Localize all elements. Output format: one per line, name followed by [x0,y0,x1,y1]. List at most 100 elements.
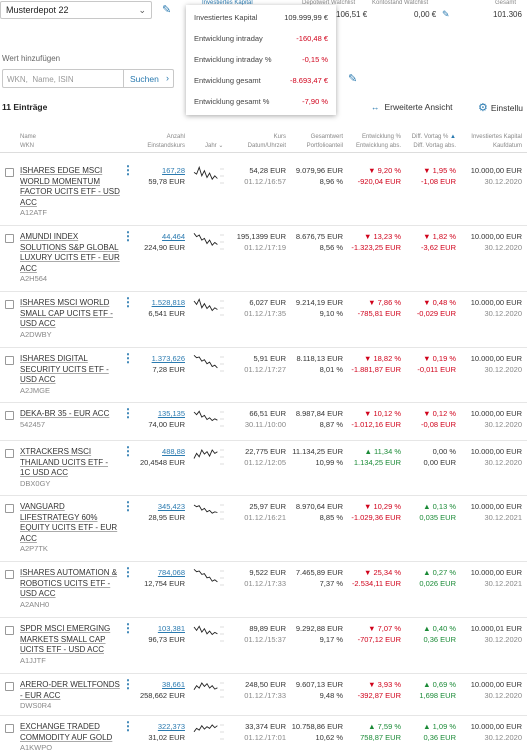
row-checkbox[interactable] [5,504,14,513]
entwicklung-cell: ▼ 7,86 % -785,81 EUR [357,298,401,318]
row-menu-icon[interactable]: ⋮ [122,351,134,365]
edit-depot-icon[interactable]: ✎ [162,4,172,16]
gesamtwert-cell: 8.970,64 EUR 8,85 % [295,502,343,522]
row-menu-icon[interactable]: ⋮ [122,163,134,177]
invest-cell: 10.000,00 EUR 30.12.2020 [470,447,522,467]
popup-row: Entwicklung intraday % -0,15 % [194,55,328,67]
col-anzahl[interactable]: Anzahl Einstandskurs [147,134,185,149]
summary-invest-header[interactable]: Investiertes Kapital [202,0,253,6]
sparkline[interactable] [192,502,236,522]
summary-depot-header: Depotwert Watchlist [302,0,356,6]
popup-value: 109.999,99 € [284,13,328,22]
row-checkbox[interactable] [5,168,14,177]
gesamtwert-cell: 8.118,13 EUR 8,01 % [296,354,343,374]
anzahl-value[interactable]: 322,373 [157,722,185,731]
col-gesamtwert[interactable]: Gesamtwert Portfolioanteil [306,134,343,149]
gear-icon: ⚙ [478,102,488,114]
depot-select[interactable]: Musterdepot 22 ⌄ [0,1,152,19]
security-wkn: DBX0GY [20,478,51,488]
diff-vortag-cell: ▼ 1,82 % -3,62 EUR [420,232,456,252]
anzahl-value[interactable]: 38,661 [162,680,185,689]
chevron-down-icon: ⌄ [218,143,224,149]
edit-konto-icon[interactable]: ✎ [442,9,450,19]
advanced-view-label: Erweiterte Ansicht [384,102,453,112]
sparkline[interactable] [192,298,236,318]
anzahl-value[interactable]: 135,135 [157,409,185,418]
anzahl-value[interactable]: 345,423 [157,502,185,511]
row-menu-icon[interactable]: ⋮ [122,229,134,243]
row-menu-icon[interactable]: ⋮ [122,719,134,733]
settings-button[interactable]: ⚙ Einstellu [478,101,523,114]
sparkline[interactable] [192,680,236,700]
security-wkn: A1JJTF [20,655,46,665]
security-name[interactable]: ISHARES DIGITAL SECURITY UCITS ETF - USD… [20,354,120,396]
anzahl-value[interactable]: 44,464 [162,232,185,241]
sparkline[interactable] [192,722,236,742]
anzahl-cell: 38,661 258,662 EUR [130,679,185,701]
sparkline[interactable] [192,354,236,374]
row-checkbox[interactable] [5,724,14,733]
search-button[interactable]: Suchen › [123,70,175,87]
col-kurs[interactable]: Kurs Datum/Uhrzeit [247,134,286,149]
diff-vortag-cell: 0,00 % 0,00 EUR [423,447,456,467]
security-name[interactable]: AMUNDI INDEX SOLUTIONS S&P GLOBAL LUXURY… [20,232,120,283]
edit-icon[interactable]: ✎ [348,73,358,85]
row-checkbox[interactable] [5,626,14,635]
search-input[interactable] [7,73,117,85]
sparkline[interactable] [192,166,236,186]
anzahl-value[interactable]: 1.528,818 [151,298,185,307]
advanced-view-button[interactable]: ↔ Erweiterte Ansicht [371,102,453,112]
table-row: ISHARES MSCI WORLD SMALL CAP UCITS ETF -… [0,292,527,348]
sparkline[interactable] [192,447,236,467]
col-diff-vortag[interactable]: Diff. Vortag % ▲ Diff. Vortag abs. [411,134,456,149]
security-name[interactable]: XTRACKERS MSCI THAILAND UCITS ETF - 1C U… [20,447,120,489]
row-checkbox[interactable] [5,411,14,420]
anzahl-value[interactable]: 103,381 [157,624,185,633]
kurs-cell: 89,89 EUR 01.12./15:37 [244,624,286,644]
security-name[interactable]: ISHARES EDGE MSCI WORLD MOMENTUM FACTOR … [20,166,120,217]
security-name[interactable]: ISHARES MSCI WORLD SMALL CAP UCITS ETF -… [20,298,120,340]
row-checkbox[interactable] [5,300,14,309]
row-menu-icon[interactable]: ⋮ [122,565,134,579]
row-checkbox[interactable] [5,356,14,365]
invest-cell: 10.000,00 EUR 30.12.2020 [470,354,522,374]
anzahl-value[interactable]: 488,88 [162,447,185,456]
kurs-cell: 66,51 EUR 30.11./10:00 [244,409,286,429]
sparkline[interactable] [192,624,236,644]
row-menu-icon[interactable]: ⋮ [122,444,134,458]
row-menu-icon[interactable]: ⋮ [122,406,134,420]
popup-value: -8.693,47 € [290,76,328,85]
sparkline[interactable] [192,568,236,588]
security-wkn: A2H564 [20,274,48,283]
row-checkbox[interactable] [5,570,14,579]
security-name[interactable]: DEKA-BR 35 - EUR ACC 542457 [20,409,120,430]
security-name[interactable]: ISHARES AUTOMATION & ROBOTICS UCITS ETF … [20,568,120,610]
security-name[interactable]: ARERO-DER WELTFONDS - EUR ACC DWS0R4 [20,680,120,710]
col-invest[interactable]: Investiertes Kapital Kaufdatum [471,134,522,149]
security-name[interactable]: VANGUARD LIFESTRATEGY 60% EQUITY UCITS E… [20,502,120,555]
sparkline[interactable] [192,232,236,252]
summary-gesamt-header: Gesamt [495,0,517,6]
row-menu-icon[interactable]: ⋮ [122,499,134,513]
security-name[interactable]: SPDR MSCI EMERGING MARKETS SMALL CAP UCI… [20,624,120,666]
security-name[interactable]: EXCHANGE TRADED COMMODITY AUF GOLD A1KWPQ [20,722,120,750]
row-checkbox[interactable] [5,682,14,691]
row-checkbox[interactable] [5,449,14,458]
row-menu-icon[interactable]: ⋮ [122,677,134,691]
row-menu-icon[interactable]: ⋮ [122,621,134,635]
row-menu-icon[interactable]: ⋮ [122,295,134,309]
col-name[interactable]: Name WKN [20,134,37,149]
invest-cell: 10.000,00 EUR 30.12.2020 [470,722,522,742]
col-entwicklung[interactable]: Entwicklung % Entwicklung abs. [355,134,401,149]
security-wkn: A1KWPQ [20,743,53,750]
col-jahr[interactable]: Jahr ⌄ [205,143,224,149]
sparkline[interactable] [192,409,236,429]
invest-cell: 10.000,00 EUR 30.12.2021 [470,502,522,522]
expand-arrows-icon: ↔ [371,102,380,112]
anzahl-value[interactable]: 1.373,626 [151,354,185,363]
entwicklung-cell: ▼ 10,29 % -1.029,36 EUR [351,502,401,522]
kurs-cell: 5,91 EUR 01.12./17:27 [244,354,286,374]
anzahl-value[interactable]: 784,068 [157,568,185,577]
row-checkbox[interactable] [5,234,14,243]
anzahl-value[interactable]: 167,28 [162,166,185,175]
